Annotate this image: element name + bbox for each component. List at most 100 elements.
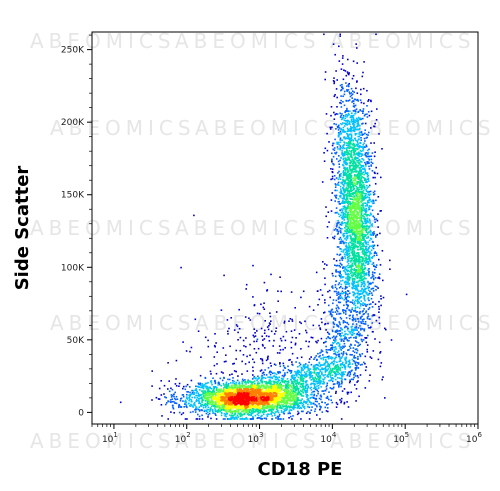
event-dot (293, 390, 296, 393)
event-dot (362, 280, 365, 282)
event-dot (236, 418, 238, 420)
event-dot (289, 409, 291, 411)
event-dot (349, 363, 351, 365)
event-dot (296, 413, 299, 416)
event-dot (282, 418, 285, 420)
event-dot (338, 175, 341, 177)
event-dot (210, 387, 213, 390)
event-dot (290, 330, 293, 332)
event-dot (228, 327, 230, 330)
event-dot (361, 168, 364, 170)
event-dot (307, 369, 309, 371)
event-dot (345, 149, 348, 151)
event-dot (328, 333, 331, 336)
event-dot (352, 114, 355, 117)
event-dot (364, 226, 367, 228)
event-dot (303, 375, 306, 378)
event-dot (290, 404, 292, 406)
event-dot (284, 347, 286, 349)
event-dot (292, 391, 294, 393)
event-dot (349, 309, 351, 312)
event-dot (349, 95, 352, 98)
event-dot (331, 308, 334, 311)
event-dot (344, 123, 347, 126)
event-dot (298, 371, 301, 373)
event-dot (349, 366, 351, 369)
event-dot (373, 216, 376, 219)
event-dot (370, 282, 372, 284)
event-dot (252, 418, 254, 420)
event-dot (370, 213, 372, 216)
event-dot (339, 145, 342, 147)
event-dot (249, 319, 252, 321)
event-dot (343, 219, 345, 221)
event-dot (364, 240, 367, 242)
event-dot (347, 158, 349, 160)
event-dot (315, 271, 318, 274)
event-dot (367, 298, 369, 300)
event-dot (359, 310, 361, 313)
event-dot (327, 349, 329, 351)
event-dot (311, 393, 313, 396)
event-dot (286, 378, 289, 380)
event-dot (326, 361, 328, 363)
event-dot (361, 172, 364, 175)
event-dot (364, 154, 366, 156)
event-dot (348, 330, 350, 333)
event-dot (335, 331, 337, 333)
event-dot (348, 273, 350, 276)
event-dot (339, 323, 341, 326)
event-dot (369, 222, 371, 224)
event-dot (194, 409, 196, 411)
event-dot (348, 164, 351, 167)
event-dot (367, 293, 370, 295)
event-dot (370, 200, 372, 203)
event-dot (346, 89, 348, 91)
event-dot (189, 391, 191, 394)
event-dot (332, 383, 335, 386)
event-dot (340, 360, 342, 362)
event-dot (336, 222, 339, 224)
event-dot (336, 233, 339, 235)
event-dot (160, 404, 163, 406)
event-dot (200, 390, 203, 392)
event-dot (341, 209, 344, 212)
event-dot (350, 270, 352, 272)
event-dot (341, 259, 344, 261)
event-dot (333, 178, 336, 181)
event-dot (360, 290, 362, 292)
event-dot (353, 293, 356, 295)
event-dot (286, 388, 289, 391)
event-dot (252, 411, 255, 413)
event-dot (270, 381, 272, 383)
event-dot (357, 205, 359, 208)
watermark-text: ABEOMICS (30, 29, 176, 53)
event-dot (336, 264, 339, 267)
event-dot (305, 329, 307, 332)
event-dot (344, 189, 347, 191)
event-dot (351, 363, 354, 365)
event-dot (330, 344, 332, 346)
event-dot (371, 202, 374, 205)
event-dot (327, 322, 329, 325)
event-dot (358, 118, 361, 121)
event-dot (234, 413, 236, 416)
event-dot (307, 364, 309, 366)
event-dot (283, 320, 286, 323)
event-dot (368, 190, 370, 193)
event-dot (341, 276, 344, 278)
event-dot (352, 75, 355, 77)
event-dot (354, 178, 356, 180)
event-dot (279, 405, 281, 408)
event-dot (345, 122, 347, 125)
event-dot (207, 388, 209, 390)
event-dot (353, 260, 355, 262)
event-dot (303, 407, 306, 410)
event-dot (302, 402, 304, 405)
event-dot (189, 398, 191, 400)
event-dot (285, 330, 288, 333)
event-dot (203, 390, 206, 392)
event-dot (356, 296, 359, 299)
event-dot (346, 187, 348, 190)
event-dot (268, 371, 271, 374)
